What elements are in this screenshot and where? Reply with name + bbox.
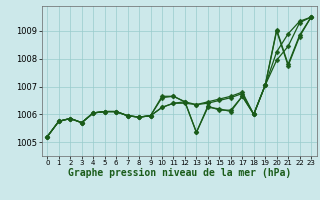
X-axis label: Graphe pression niveau de la mer (hPa): Graphe pression niveau de la mer (hPa) [68,168,291,178]
